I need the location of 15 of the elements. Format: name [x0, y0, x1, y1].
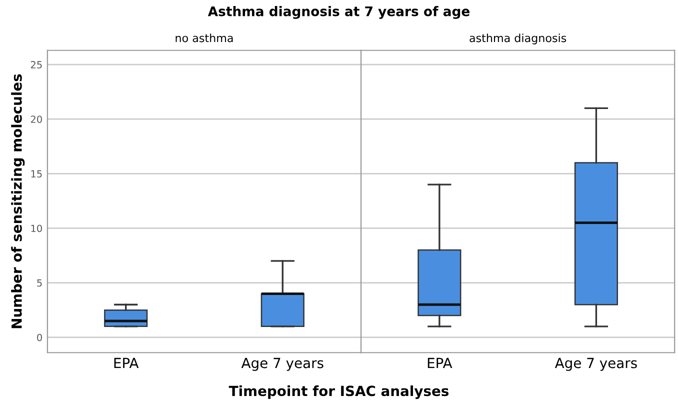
- x-tick-label: EPA: [114, 358, 139, 368]
- y-tick-label: 5: [37, 279, 42, 287]
- x-tick-label: Age 7 years: [241, 358, 324, 371]
- x-tick-label: Age 7 years: [554, 358, 637, 371]
- y-tick-label: 15: [31, 170, 42, 178]
- x-axis-title: Timepoint for ISAC analyses: [228, 385, 449, 399]
- chart-title: Asthma diagnosis at 7 years of age: [208, 6, 470, 19]
- x-tick-label: EPA: [428, 358, 452, 368]
- chart-subtitle: no asthma: [176, 34, 233, 42]
- chart-subtitle: asthma diagnosis: [470, 34, 566, 44]
- y-tick-label: 0: [37, 334, 42, 342]
- y-tick-label: 20: [30, 116, 42, 123]
- y-axis-title: Number of sensitizing molecules: [11, 74, 25, 328]
- y-tick-label: 10: [31, 224, 42, 232]
- y-tick-label: 25: [30, 61, 42, 68]
